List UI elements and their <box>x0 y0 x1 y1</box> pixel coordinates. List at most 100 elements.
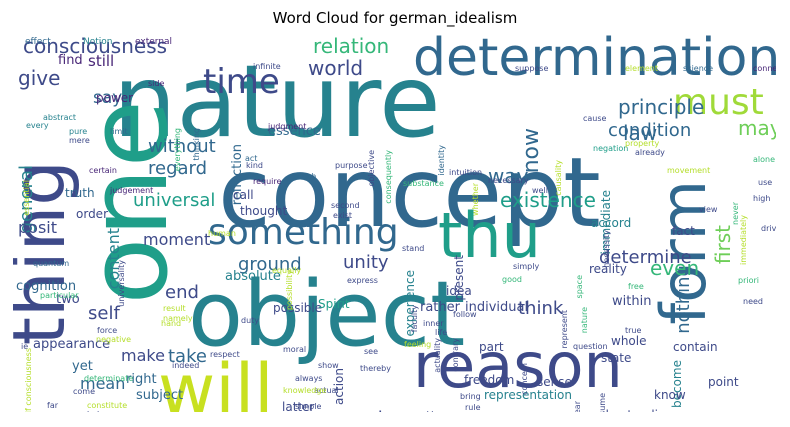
cloud-word: necessary <box>488 176 529 185</box>
cloud-word: moment <box>143 230 211 249</box>
cloud-word: call <box>233 188 254 202</box>
cloud-word: consequently <box>384 150 393 204</box>
cloud-word: suppose <box>515 64 549 73</box>
cloud-word: even <box>650 256 700 280</box>
cloud-word: appearance <box>33 337 111 352</box>
cloud-word: consciousness <box>23 34 168 58</box>
cloud-word: two <box>56 292 80 307</box>
cloud-word: external <box>135 37 173 47</box>
cloud-word: fact <box>672 224 695 238</box>
cloud-word: abstract <box>43 113 77 122</box>
cloud-word: take <box>168 346 207 367</box>
cloud-word: human <box>208 229 236 238</box>
cloud-word: space <box>575 275 584 299</box>
cloud-word: priori <box>738 276 759 285</box>
cloud-word: negation <box>593 144 629 153</box>
cloud-word: contrary <box>451 338 460 372</box>
cloud-word: always <box>295 374 323 383</box>
chart-title: Word Cloud for german_idealism <box>272 9 518 27</box>
cloud-word: result <box>163 304 186 313</box>
cloud-word: mere <box>69 136 90 145</box>
cloud-word: cognition <box>16 279 77 294</box>
cloud-word: right <box>126 372 157 387</box>
cloud-word: posit <box>18 218 57 237</box>
cloud-word: still <box>88 52 115 70</box>
cloud-word: namely <box>163 314 193 323</box>
cloud-word: judgement <box>110 186 154 195</box>
cloud-word: respect <box>210 350 240 359</box>
cloud-word: rather <box>420 300 460 315</box>
cloud-word: first <box>711 225 735 265</box>
cloud-word: connection <box>753 64 776 73</box>
cloud-word: assume <box>598 393 607 412</box>
cloud-word: representation <box>484 388 573 402</box>
cloud-word: part <box>479 340 504 354</box>
cloud-word: force <box>97 326 118 335</box>
cloud-word: identity <box>437 145 446 176</box>
cloud-word: far <box>47 401 59 410</box>
cloud-word: determination <box>413 30 776 88</box>
cloud-word: feeling <box>404 340 432 349</box>
cloud-word: stand <box>402 244 425 253</box>
cloud-word: much <box>294 172 317 181</box>
cloud-word: appear <box>573 401 582 412</box>
cloud-word: absolute <box>225 269 281 284</box>
cloud-word: hand <box>161 319 182 328</box>
cloud-word: judgment <box>268 122 307 131</box>
cloud-word: true <box>625 326 642 335</box>
cloud-word: must <box>673 82 764 123</box>
cloud-word: actual <box>314 386 339 395</box>
cloud-word: need <box>743 297 763 306</box>
cloud-word: inner <box>423 319 444 328</box>
cloud-word: simply <box>513 262 540 271</box>
cloud-word: within <box>612 294 652 309</box>
cloud-word: state <box>601 351 632 365</box>
cloud-word: thereby <box>360 364 391 373</box>
cloud-word: simple <box>295 402 322 411</box>
cloud-word: reason <box>413 329 623 402</box>
cloud-word: unity <box>343 252 389 273</box>
cloud-word: power <box>96 91 134 105</box>
cloud-word: existence <box>500 188 596 212</box>
cloud-word: world <box>308 56 364 80</box>
cloud-word: way <box>488 164 529 188</box>
cloud-word: duty <box>241 316 260 325</box>
cloud-word: individual <box>465 300 529 315</box>
cloud-word: see <box>364 347 379 356</box>
cloud-word: movement <box>667 166 711 175</box>
cloud-word: determine <box>599 247 692 268</box>
cloud-word: determinate <box>84 374 134 383</box>
cloud-word: concern <box>520 363 529 395</box>
cloud-word: latter <box>282 400 315 412</box>
cloud-word: act <box>245 154 258 163</box>
cloud-word: accord <box>591 216 632 230</box>
cloud-word: universality <box>117 260 126 307</box>
cloud-word: cause <box>583 114 607 123</box>
cloud-word: merely <box>331 410 393 413</box>
cloud-word: relation <box>313 34 390 58</box>
cloud-word: will <box>158 349 274 412</box>
cloud-word: subject <box>136 388 184 403</box>
cloud-word: rule <box>465 403 481 412</box>
cloud-word: ground <box>238 254 302 275</box>
cloud-word: side <box>148 79 165 88</box>
cloud-word: concept <box>218 137 601 249</box>
cloud-word: express <box>347 276 378 285</box>
cloud-word: exist <box>333 211 353 220</box>
cloud-word: good <box>502 275 522 284</box>
cloud-word: actuality <box>433 338 442 373</box>
cloud-word: contain <box>673 340 718 354</box>
cloud-word: drive <box>761 224 776 233</box>
cloud-word: something <box>208 212 399 253</box>
cloud-word: freedom <box>464 373 515 387</box>
cloud-word: kind <box>246 161 264 170</box>
cloud-word: may <box>738 116 776 140</box>
cloud-word: second <box>331 201 360 210</box>
cloud-word: everything <box>173 128 182 172</box>
cloud-word: thu <box>438 199 541 272</box>
cloud-word: thinking <box>192 128 201 161</box>
cloud-word: without <box>148 136 216 157</box>
cloud-word: understanding <box>586 409 673 412</box>
cloud-word: well <box>532 186 548 195</box>
cloud-word: whether <box>471 183 480 216</box>
